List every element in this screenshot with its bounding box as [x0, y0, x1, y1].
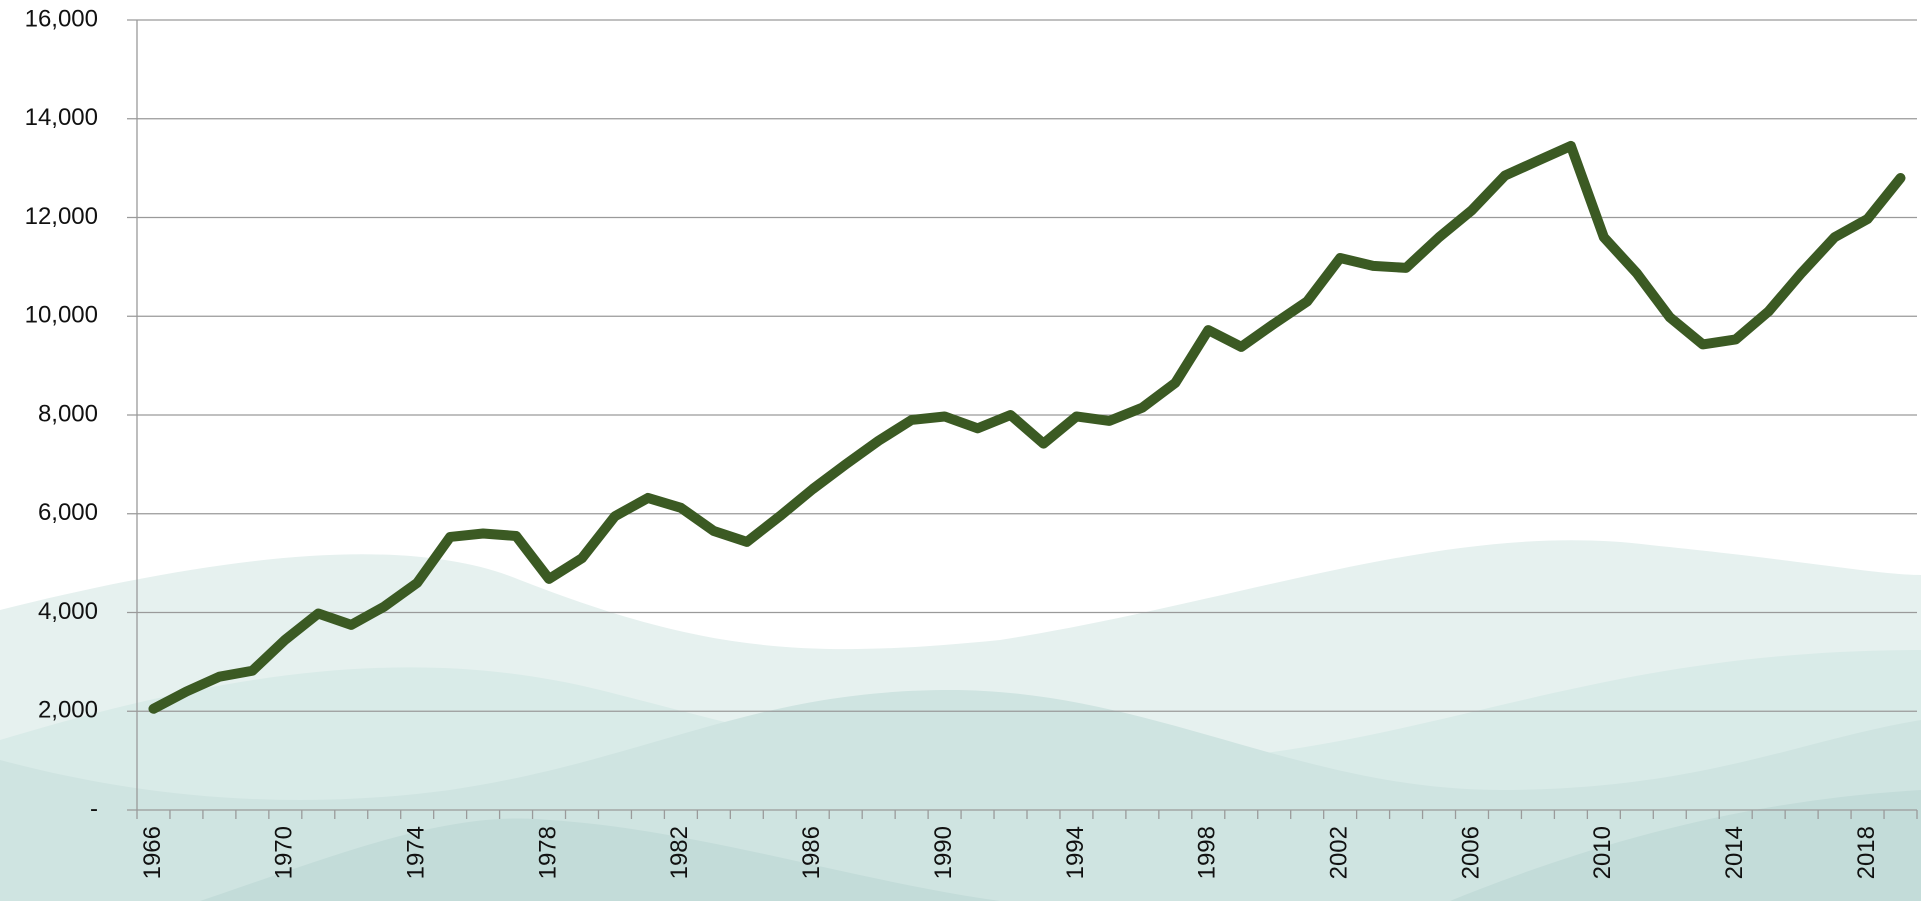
background-waves: [0, 540, 1921, 901]
y-tick-label: 6,000: [38, 499, 98, 526]
data-line: [148, 140, 1906, 714]
x-tick-label: 2002: [1325, 826, 1352, 879]
wave: [200, 818, 1000, 901]
y-tick-label: 8,000: [38, 400, 98, 427]
x-tick-label: 1978: [534, 826, 561, 879]
x-tick-label: 1966: [139, 826, 166, 879]
y-tick-label: 2,000: [38, 697, 98, 724]
x-tick-label: 1998: [1194, 826, 1221, 879]
x-tick-label: 1986: [798, 826, 825, 879]
wave: [1450, 790, 1921, 901]
y-tick-label: 10,000: [25, 302, 98, 329]
y-tick-label: 4,000: [38, 598, 98, 625]
y-tick-label: 12,000: [25, 203, 98, 230]
y-tick-label: 16,000: [25, 5, 98, 32]
x-tick-label: 2014: [1721, 826, 1748, 879]
x-tick-label: 2006: [1457, 826, 1484, 879]
y-tick-label: 14,000: [25, 104, 98, 131]
y-tick-label: -: [90, 795, 98, 822]
x-tick-label: 2010: [1589, 826, 1616, 879]
x-tick-label: 1970: [271, 826, 298, 879]
x-tick-label: 1994: [1062, 826, 1089, 879]
x-tick-label: 2018: [1853, 826, 1880, 879]
x-tick-label: 1974: [403, 826, 430, 879]
x-tick-label: 1982: [666, 826, 693, 879]
x-tick-label: 1990: [930, 826, 957, 879]
